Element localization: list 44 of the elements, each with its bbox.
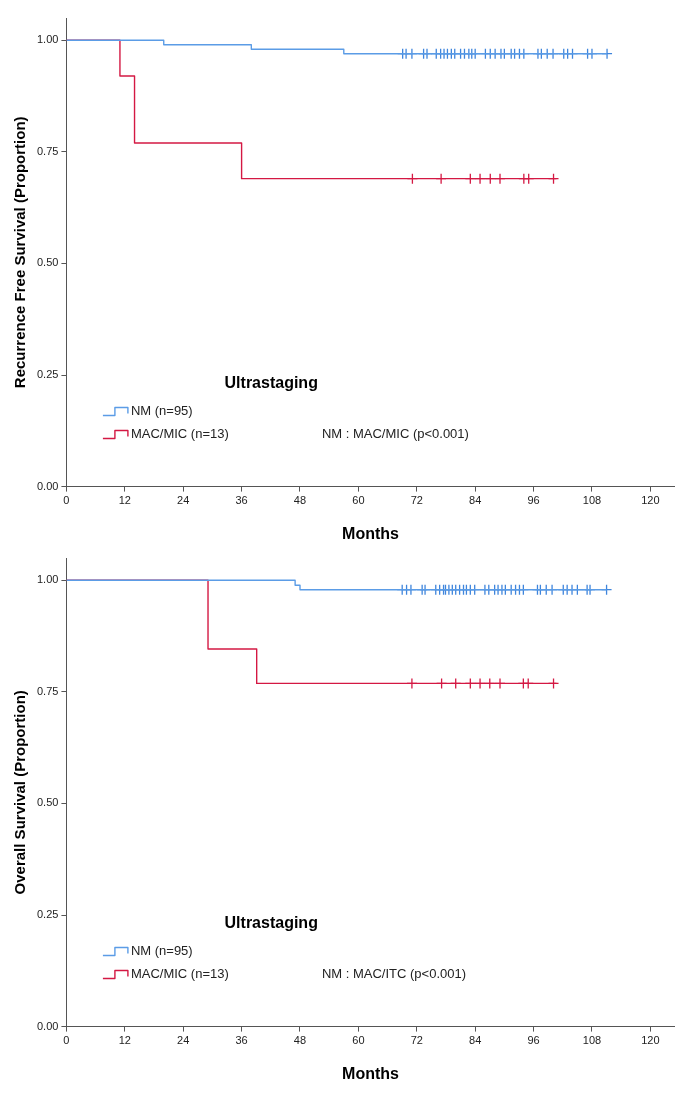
y-axis-title: Overall Survival (Proportion) (11, 690, 29, 895)
x-axis-title: Months (342, 524, 400, 542)
annotation: NM : MAC/ITC (p<0.001) (321, 966, 467, 982)
x-axis-title: Months (342, 1064, 400, 1082)
legend-title: Ultrastaging (224, 913, 318, 931)
x-tick-label: 36 (235, 494, 248, 507)
x-tick-label: 120 (641, 1034, 660, 1047)
x-tick-label: 84 (469, 494, 482, 507)
y-tick-label: 0.75 (36, 684, 59, 697)
x-tick-label: 84 (469, 1034, 482, 1047)
x-tick-label: 108 (582, 494, 602, 507)
y-tick-label: 0.00 (36, 1019, 59, 1032)
legend-label: NM (n=95) (130, 943, 193, 959)
x-tick-label: 96 (527, 494, 540, 507)
x-tick-label: 48 (293, 1034, 307, 1047)
y-tick-label: 0.75 (36, 144, 59, 157)
x-tick-label: 0 (63, 494, 70, 507)
x-tick-label: 24 (177, 1034, 190, 1047)
y-tick-label: 0.00 (36, 479, 59, 492)
x-tick-label: 12 (118, 494, 131, 507)
x-tick-label: 24 (177, 494, 190, 507)
x-tick-label: 36 (235, 1034, 248, 1047)
y-tick-label: 1.00 (36, 33, 59, 46)
x-tick-label: 108 (582, 1034, 602, 1047)
legend-label: NM (n=95) (130, 403, 193, 419)
x-tick-label: 48 (293, 494, 307, 507)
y-tick-label: 0.50 (36, 796, 59, 809)
y-axis-title: Recurrence Free Survival (Proportion) (11, 116, 29, 389)
x-tick-label: 0 (63, 1034, 70, 1047)
y-tick-label: 0.25 (36, 368, 59, 381)
annotation: NM : MAC/MIC (p<0.001) (321, 426, 469, 442)
x-tick-label: 96 (527, 1034, 540, 1047)
x-tick-label: 60 (352, 1034, 365, 1047)
x-tick-label: 72 (410, 1034, 423, 1047)
x-tick-label: 72 (410, 494, 423, 507)
legend-title: Ultrastaging (224, 373, 318, 391)
legend-label: MAC/MIC (n=13) (130, 966, 229, 982)
x-tick-label: 60 (352, 494, 365, 507)
x-tick-label: 120 (641, 494, 660, 507)
y-tick-label: 0.25 (36, 908, 59, 921)
legend-label: MAC/MIC (n=13) (130, 426, 229, 442)
x-tick-label: 12 (118, 1034, 131, 1047)
y-tick-label: 1.00 (36, 573, 59, 586)
y-tick-label: 0.50 (36, 256, 59, 269)
